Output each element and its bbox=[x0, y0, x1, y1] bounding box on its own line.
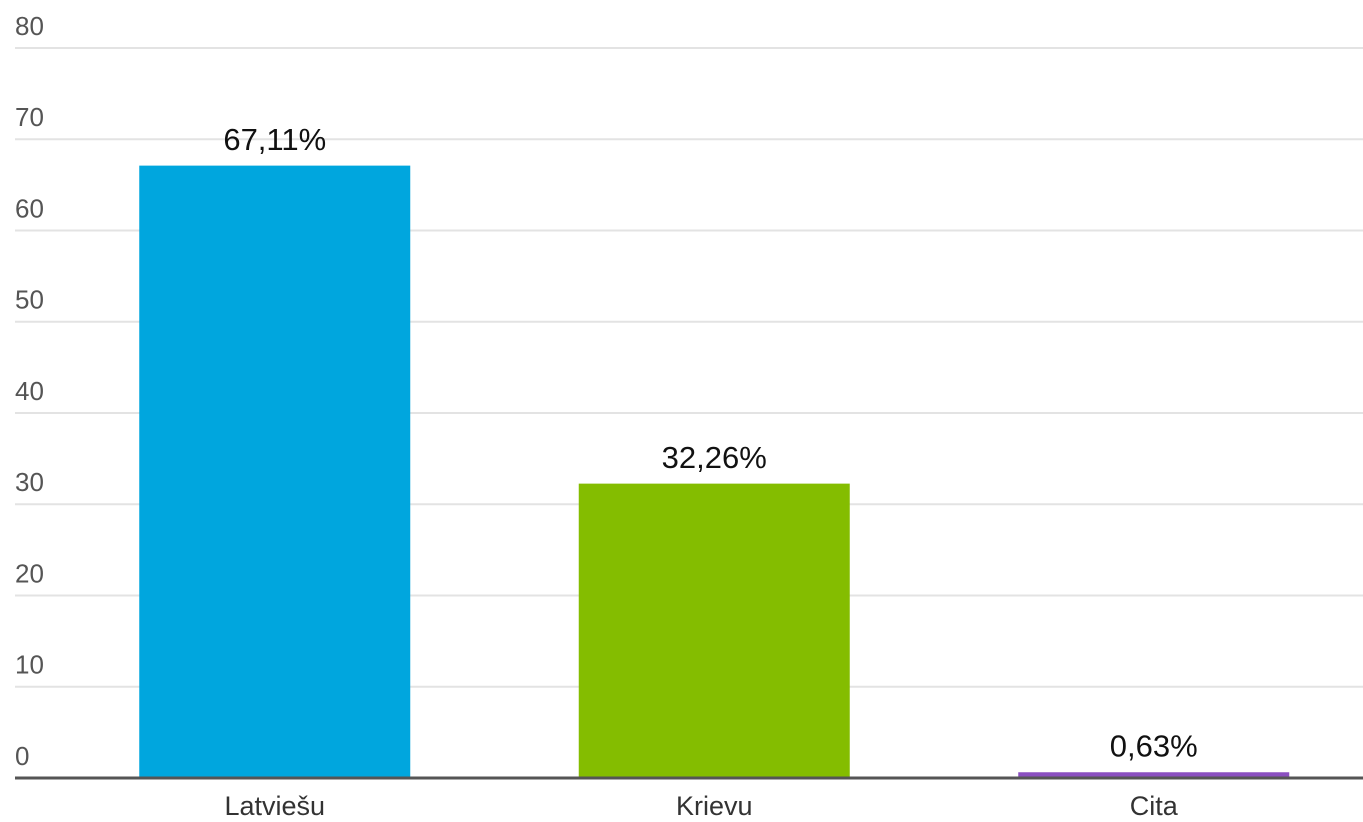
bar bbox=[578, 483, 850, 777]
value-label: 32,26% bbox=[662, 440, 767, 475]
x-tick-label: Latviešu bbox=[224, 791, 325, 821]
y-tick-label: 50 bbox=[15, 285, 44, 315]
x-tick-label: Krievu bbox=[676, 791, 753, 821]
bar bbox=[1018, 772, 1290, 777]
y-tick-label: 10 bbox=[15, 650, 44, 680]
y-tick-label: 40 bbox=[15, 376, 44, 406]
x-tick-label: Cita bbox=[1130, 791, 1179, 821]
y-tick-label: 20 bbox=[15, 558, 44, 588]
value-label: 67,11% bbox=[223, 122, 326, 157]
y-tick-label: 80 bbox=[15, 11, 44, 41]
bar bbox=[139, 165, 411, 777]
y-tick-label: 30 bbox=[15, 467, 44, 497]
value-label: 0,63% bbox=[1110, 728, 1198, 763]
y-tick-label: 0 bbox=[15, 741, 29, 771]
y-tick-label: 70 bbox=[15, 102, 44, 132]
y-tick-label: 60 bbox=[15, 193, 44, 223]
